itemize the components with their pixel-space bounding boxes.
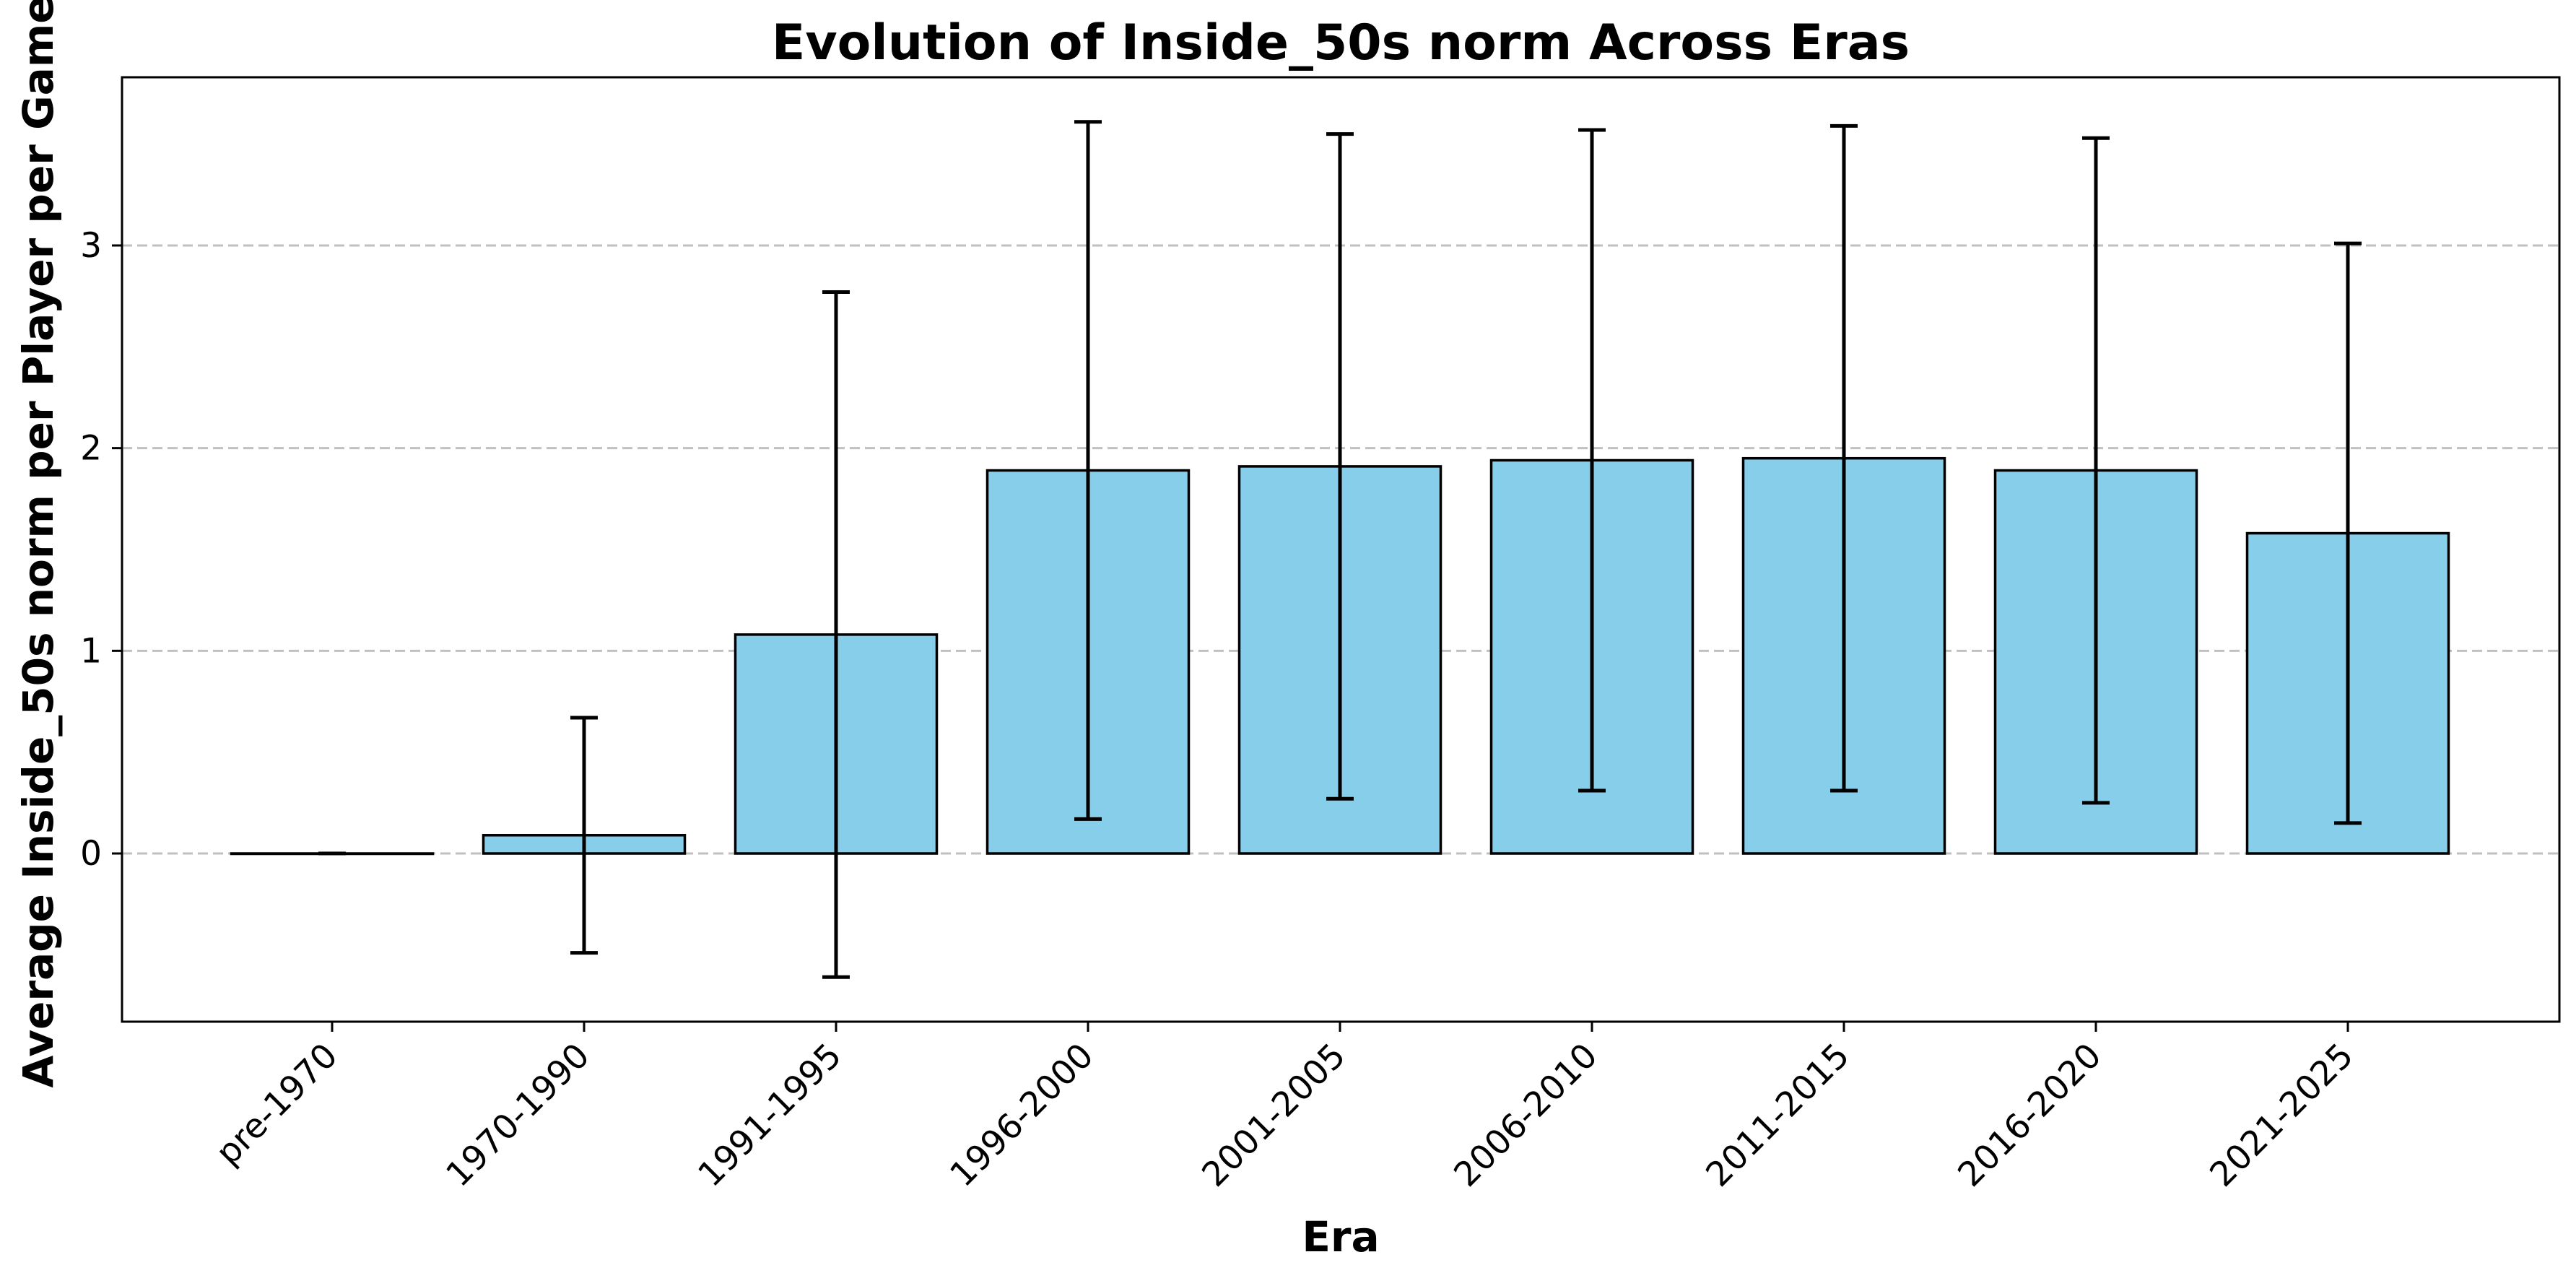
error-bar xyxy=(1830,123,1858,793)
error-bar xyxy=(1326,132,1354,801)
x-tick-label: 2021-2025 xyxy=(2202,1036,2361,1195)
error-bar xyxy=(1578,128,1606,793)
y-tick-label: 0 xyxy=(80,834,102,874)
error-bar xyxy=(2334,241,2362,825)
error-bars xyxy=(318,120,2362,979)
error-bar xyxy=(570,716,598,955)
x-tick-label: 2001-2005 xyxy=(1194,1036,1353,1195)
error-bar xyxy=(2082,136,2110,805)
x-tick-label: 2011-2015 xyxy=(1698,1036,1857,1195)
x-tick-label: 1996-2000 xyxy=(942,1036,1101,1195)
y-axis-label: Average Inside_50s norm per Player per G… xyxy=(14,0,63,1088)
y-tick-label: 2 xyxy=(80,429,102,469)
x-axis-label: Era xyxy=(1302,1212,1379,1261)
x-axis: pre-1970 1970-1990 1991-1995 1996-2000 2001-… xyxy=(209,1022,2361,1195)
y-tick-label: 3 xyxy=(80,226,102,266)
y-axis: 0 1 2 3 xyxy=(80,226,122,874)
x-tick-label: 2016-2020 xyxy=(1950,1036,2109,1195)
error-bar xyxy=(822,290,850,979)
chart-title: Evolution of Inside_50s norm Across Eras xyxy=(772,14,1910,71)
x-tick-label: 1991-1995 xyxy=(690,1036,849,1195)
x-tick-label: pre-1970 xyxy=(209,1036,346,1173)
x-tick-label: 2006-2010 xyxy=(1446,1036,1605,1195)
x-tick-label: 1970-1990 xyxy=(438,1036,597,1195)
y-tick-label: 1 xyxy=(80,631,102,671)
error-bar xyxy=(1074,120,1102,821)
